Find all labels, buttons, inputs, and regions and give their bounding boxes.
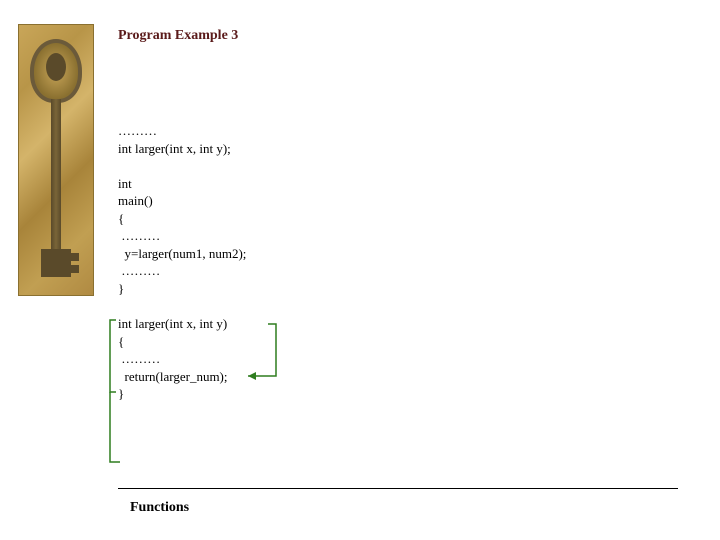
code-line: ………	[118, 263, 160, 278]
code-line: int larger(int x, int y)	[118, 316, 227, 331]
code-line: main()	[118, 193, 153, 208]
code-line: int	[118, 176, 132, 191]
footer-divider	[118, 488, 678, 489]
code-line: {	[118, 211, 124, 226]
code-line: ………	[118, 228, 160, 243]
key-shaft	[51, 99, 61, 259]
footer-label: Functions	[130, 500, 189, 516]
code-line: {	[118, 334, 124, 349]
code-line: return(larger_num);	[118, 369, 228, 384]
code-line: ………	[118, 351, 160, 366]
key-bit	[41, 249, 71, 277]
code-line: }	[118, 386, 124, 401]
page-title: Program Example 3	[118, 28, 238, 44]
key-image	[18, 24, 94, 296]
code-line: ………	[118, 123, 157, 138]
code-line: y=larger(num1, num2);	[118, 246, 246, 261]
code-line: }	[118, 281, 124, 296]
code-block: ……… int larger(int x, int y); int main()…	[118, 122, 246, 403]
code-line: int larger(int x, int y);	[118, 141, 231, 156]
